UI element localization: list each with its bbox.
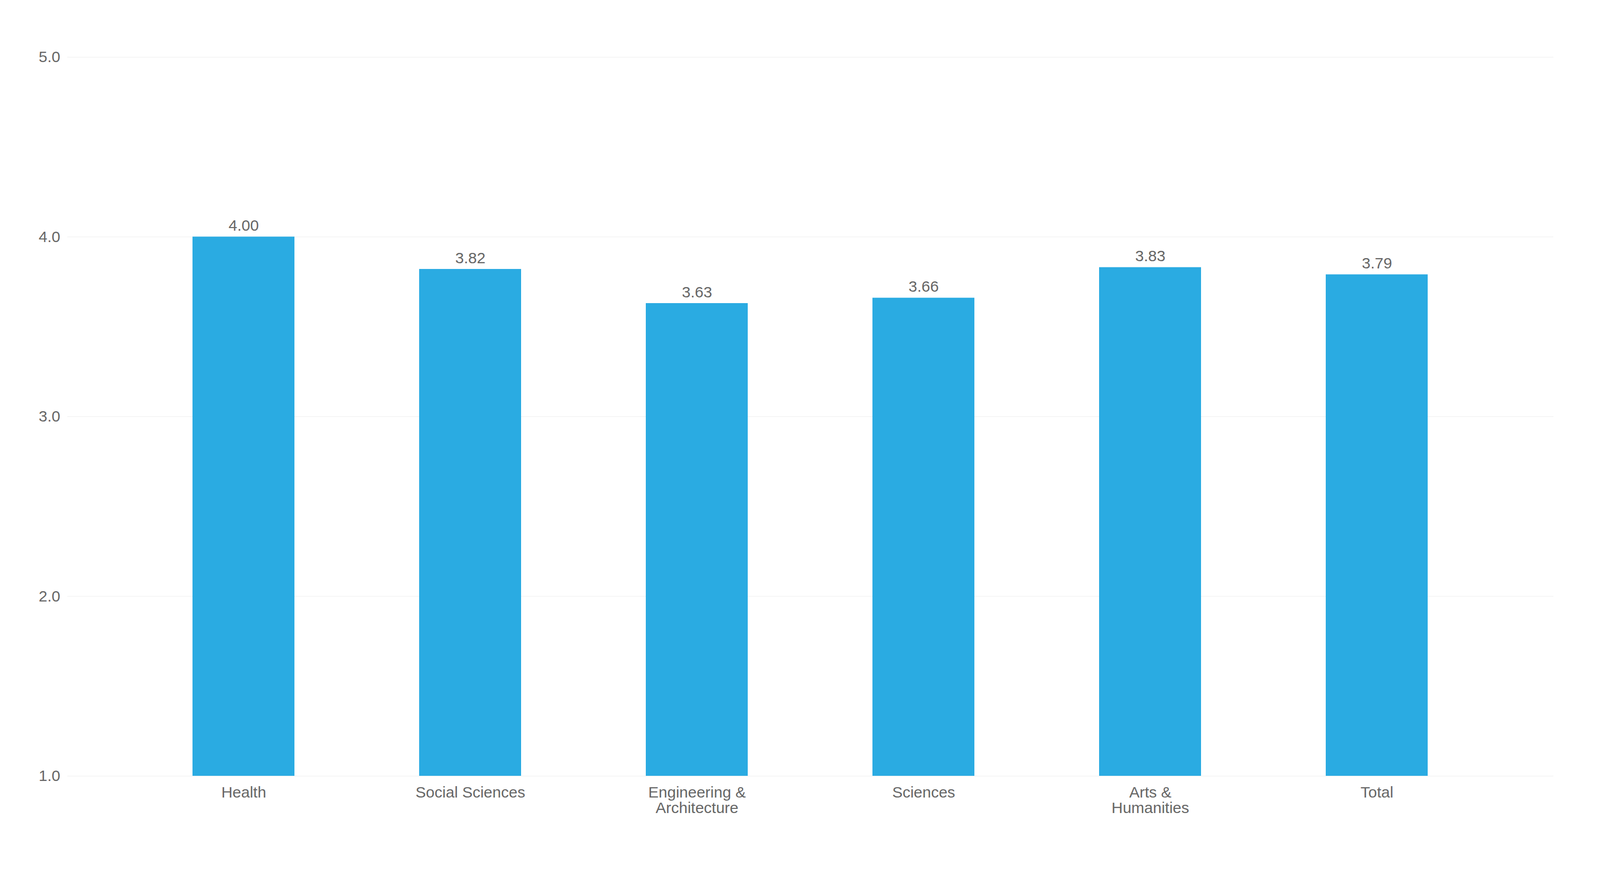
- svg-text:3.82: 3.82: [455, 249, 486, 267]
- svg-text:3.79: 3.79: [1361, 254, 1392, 272]
- svg-text:4.0: 4.0: [38, 228, 61, 246]
- svg-text:3.83: 3.83: [1135, 247, 1166, 265]
- svg-text:3.66: 3.66: [908, 277, 939, 295]
- svg-text:3.63: 3.63: [682, 283, 713, 301]
- svg-text:Total: Total: [1360, 783, 1394, 802]
- svg-text:Arts &Humanities: Arts &Humanities: [1111, 783, 1190, 817]
- svg-text:5.0: 5.0: [38, 48, 61, 66]
- svg-text:Social Sciences: Social Sciences: [415, 783, 526, 802]
- svg-text:3.0: 3.0: [38, 407, 61, 425]
- svg-text:Engineering &Architecture: Engineering &Architecture: [648, 783, 746, 817]
- svg-text:4.00: 4.00: [228, 216, 259, 234]
- svg-text:2.0: 2.0: [38, 587, 61, 605]
- svg-text:Sciences: Sciences: [892, 783, 956, 802]
- svg-text:1.0: 1.0: [38, 767, 61, 785]
- svg-text:Health: Health: [221, 783, 267, 802]
